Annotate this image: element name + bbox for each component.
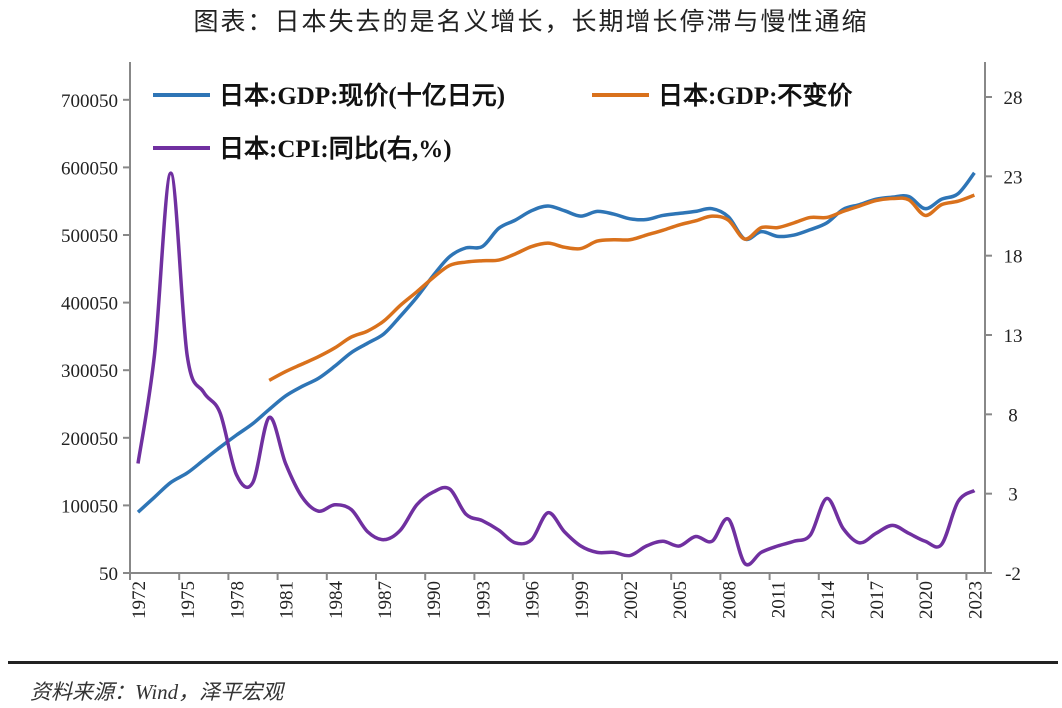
x-tick-label: 2014 [818,581,839,620]
x-tick-label: 1996 [523,581,544,619]
legend-label: 日本:GDP:现价(十亿日元) [219,82,505,110]
series-line-3 [136,171,976,567]
legend-item: 日本:GDP:不变价 [592,81,853,110]
chart-title: 图表：日本失去的是名义增长，长期增长停滞与慢性通缩 [193,9,869,36]
legend-label: 日本:CPI:同比(右,%) [219,134,452,163]
x-tick-label: 1981 [277,581,298,619]
x-tick-label: 1990 [424,581,445,619]
x-tick-label: 2011 [769,581,790,618]
y-left-tick-label: 200050 [61,429,118,450]
y-left-tick-label: 500050 [61,226,118,247]
x-tick-label: 2020 [916,581,937,619]
x-tick-label: 1987 [375,581,396,619]
y-right-tick-label: 23 [1004,167,1023,188]
y-right-tick-label: 18 [1004,247,1023,268]
y-left-tick-label: 400050 [61,294,118,315]
x-tick-label: 2002 [621,581,642,619]
x-tick-label: 1984 [326,581,347,620]
x-tick-label: 1993 [473,581,494,619]
source-note: 资料来源：Wind，泽平宏观 [30,680,284,704]
y-left-tick-label: 100050 [61,496,118,517]
x-tick-label: 2017 [867,581,888,619]
y-right-tick-label: -2 [1005,564,1021,585]
line-chart: 50 100050 200050 300050 400050 500050 600050 70… [61,62,1023,620]
y-right-tick-label: 3 [1008,485,1018,506]
y-right-tick-label: 28 [1004,88,1023,109]
y-right-tick-label: 8 [1008,405,1018,426]
legend-label: 日本:GDP:不变价 [658,81,853,110]
y-left-tick-label: 50 [99,564,118,585]
legend-item: 日本:CPI:同比(右,%) [153,134,452,163]
y-right-tick-label: 13 [1004,326,1023,347]
x-tick-label: 1999 [572,581,593,619]
y-left-tick-label: 700050 [61,91,118,112]
y-left-tick-label: 600050 [61,158,118,179]
series-line-1 [136,171,976,514]
series-line-2 [268,193,976,382]
y-left-tick-label: 300050 [61,361,118,382]
x-tick-label: 1975 [178,581,199,619]
x-tick-label: 1972 [129,581,150,619]
x-tick-label: 2008 [719,581,740,619]
legend-item: 日本:GDP:现价(十亿日元) [153,82,505,110]
x-tick-label: 1978 [227,581,248,619]
divider [8,661,1058,664]
x-tick-label: 2023 [965,581,986,619]
x-tick-label: 2005 [670,581,691,619]
